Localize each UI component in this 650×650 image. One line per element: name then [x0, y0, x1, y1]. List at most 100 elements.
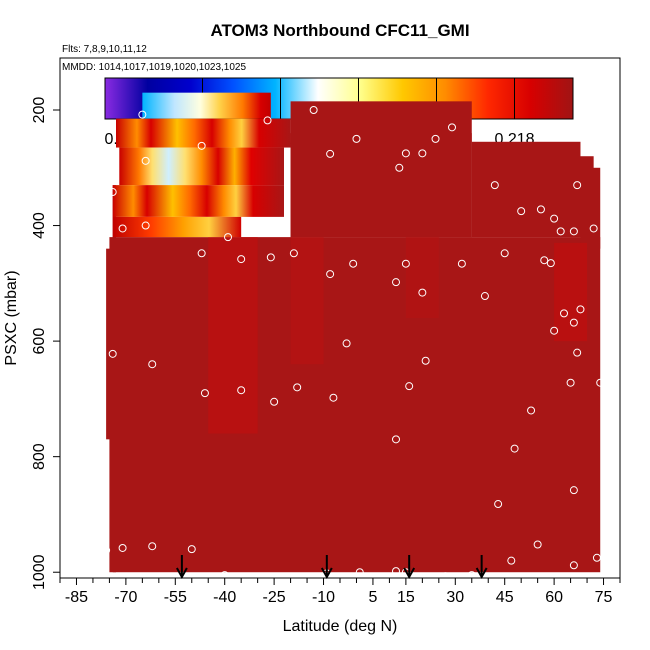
field-patch [112, 185, 285, 217]
x-tick-label: -70 [114, 589, 137, 606]
sample-point [494, 500, 503, 509]
sample-point [342, 339, 351, 348]
sample-point [197, 141, 206, 150]
profile-arrow [176, 555, 188, 580]
x-axis-label: Latitude (deg N) [283, 618, 398, 635]
sample-point [546, 259, 555, 268]
sample-point [573, 181, 582, 190]
sample-point [480, 292, 489, 301]
field-cell [109, 237, 601, 573]
sample-point [576, 305, 585, 314]
sample-point [448, 123, 456, 132]
sample-point [187, 545, 196, 554]
sample-point [560, 309, 568, 318]
x-tick-label: -25 [263, 589, 286, 606]
sample-point [540, 256, 549, 265]
field-cell [554, 242, 588, 342]
x-tick-label: 15 [397, 589, 415, 606]
x-tick-label: 60 [545, 589, 563, 606]
sample-point [108, 188, 117, 197]
sample-point [141, 221, 150, 230]
sample-points [102, 106, 605, 584]
sample-point [500, 249, 509, 258]
y-tick-label: 800 [31, 443, 48, 470]
sample-point [401, 259, 410, 268]
sample-point [141, 156, 150, 165]
sample-point [266, 253, 275, 262]
sample-point [237, 255, 246, 264]
y-axis-label: PSXC (mbar) [3, 270, 20, 365]
sample-point [148, 360, 157, 369]
field-cell [580, 167, 601, 249]
y-tick-label: 200 [31, 97, 48, 124]
x-tick-label: 30 [446, 589, 464, 606]
sample-point [237, 386, 246, 395]
dates-label: MMDD: 1014,1017,1019,1020,1023,1025 [62, 62, 246, 73]
sample-point [352, 134, 361, 143]
sample-point [596, 378, 605, 387]
sample-point [392, 435, 400, 444]
x-tick-label: -85 [65, 589, 88, 606]
sample-point [200, 389, 209, 398]
sample-point [592, 553, 601, 562]
sample-point [418, 288, 427, 297]
sample-point [108, 349, 117, 358]
sample-point [355, 568, 364, 577]
sample-point [517, 207, 526, 216]
x-tick-label: 75 [595, 589, 613, 606]
x-tick-label: -40 [213, 589, 236, 606]
sample-point [329, 393, 338, 402]
sample-point [533, 540, 542, 549]
field-cell [471, 141, 581, 238]
profile-arrow [320, 555, 333, 580]
y-tick-label: 1000 [31, 554, 48, 590]
sample-point [289, 249, 298, 258]
sample-point [309, 106, 318, 114]
sample-point [102, 546, 111, 555]
sample-point [392, 567, 400, 576]
x-tick-label: -10 [312, 589, 335, 606]
data-field [106, 92, 601, 573]
sample-point [569, 486, 578, 495]
y-tick-label: 600 [31, 328, 48, 355]
sample-point [349, 259, 358, 268]
field-cell [405, 237, 439, 318]
sample-point [589, 224, 598, 233]
sample-point [536, 205, 545, 214]
x-tick-label: -55 [164, 589, 187, 606]
sample-point [395, 163, 404, 172]
sample-point [293, 383, 302, 392]
x-axis: -85 -70 -55 -40 -25 -10 5 15 30 45 60 75 [59, 577, 621, 606]
sample-point [457, 259, 466, 268]
field-patch [112, 216, 242, 238]
sample-point [138, 110, 147, 119]
sample-point [421, 356, 430, 365]
profile-arrow [475, 555, 488, 580]
sample-point [569, 561, 578, 570]
field-cell [208, 237, 258, 434]
sample-point [270, 397, 279, 406]
sample-point [118, 224, 127, 233]
sample-point [556, 227, 565, 236]
sample-point [197, 249, 206, 258]
sample-point [510, 444, 519, 453]
sample-point [573, 348, 582, 357]
sample-point [224, 233, 232, 242]
sample-point [527, 406, 536, 415]
sample-point [431, 134, 440, 143]
sample-point [326, 270, 335, 279]
x-tick-label: 45 [496, 589, 514, 606]
sample-point [566, 378, 575, 387]
flights-label: Flts: 7,8,9,10,11,12 [62, 44, 147, 55]
sample-point [263, 116, 272, 125]
sample-point [550, 326, 559, 335]
field-patch [119, 147, 284, 186]
field-patch [142, 92, 271, 119]
sample-point [392, 278, 400, 287]
field-cell [106, 248, 113, 440]
sample-point [148, 542, 157, 551]
sample-point [569, 318, 578, 327]
x-tick-label: 5 [368, 589, 377, 606]
sample-point [118, 543, 127, 552]
